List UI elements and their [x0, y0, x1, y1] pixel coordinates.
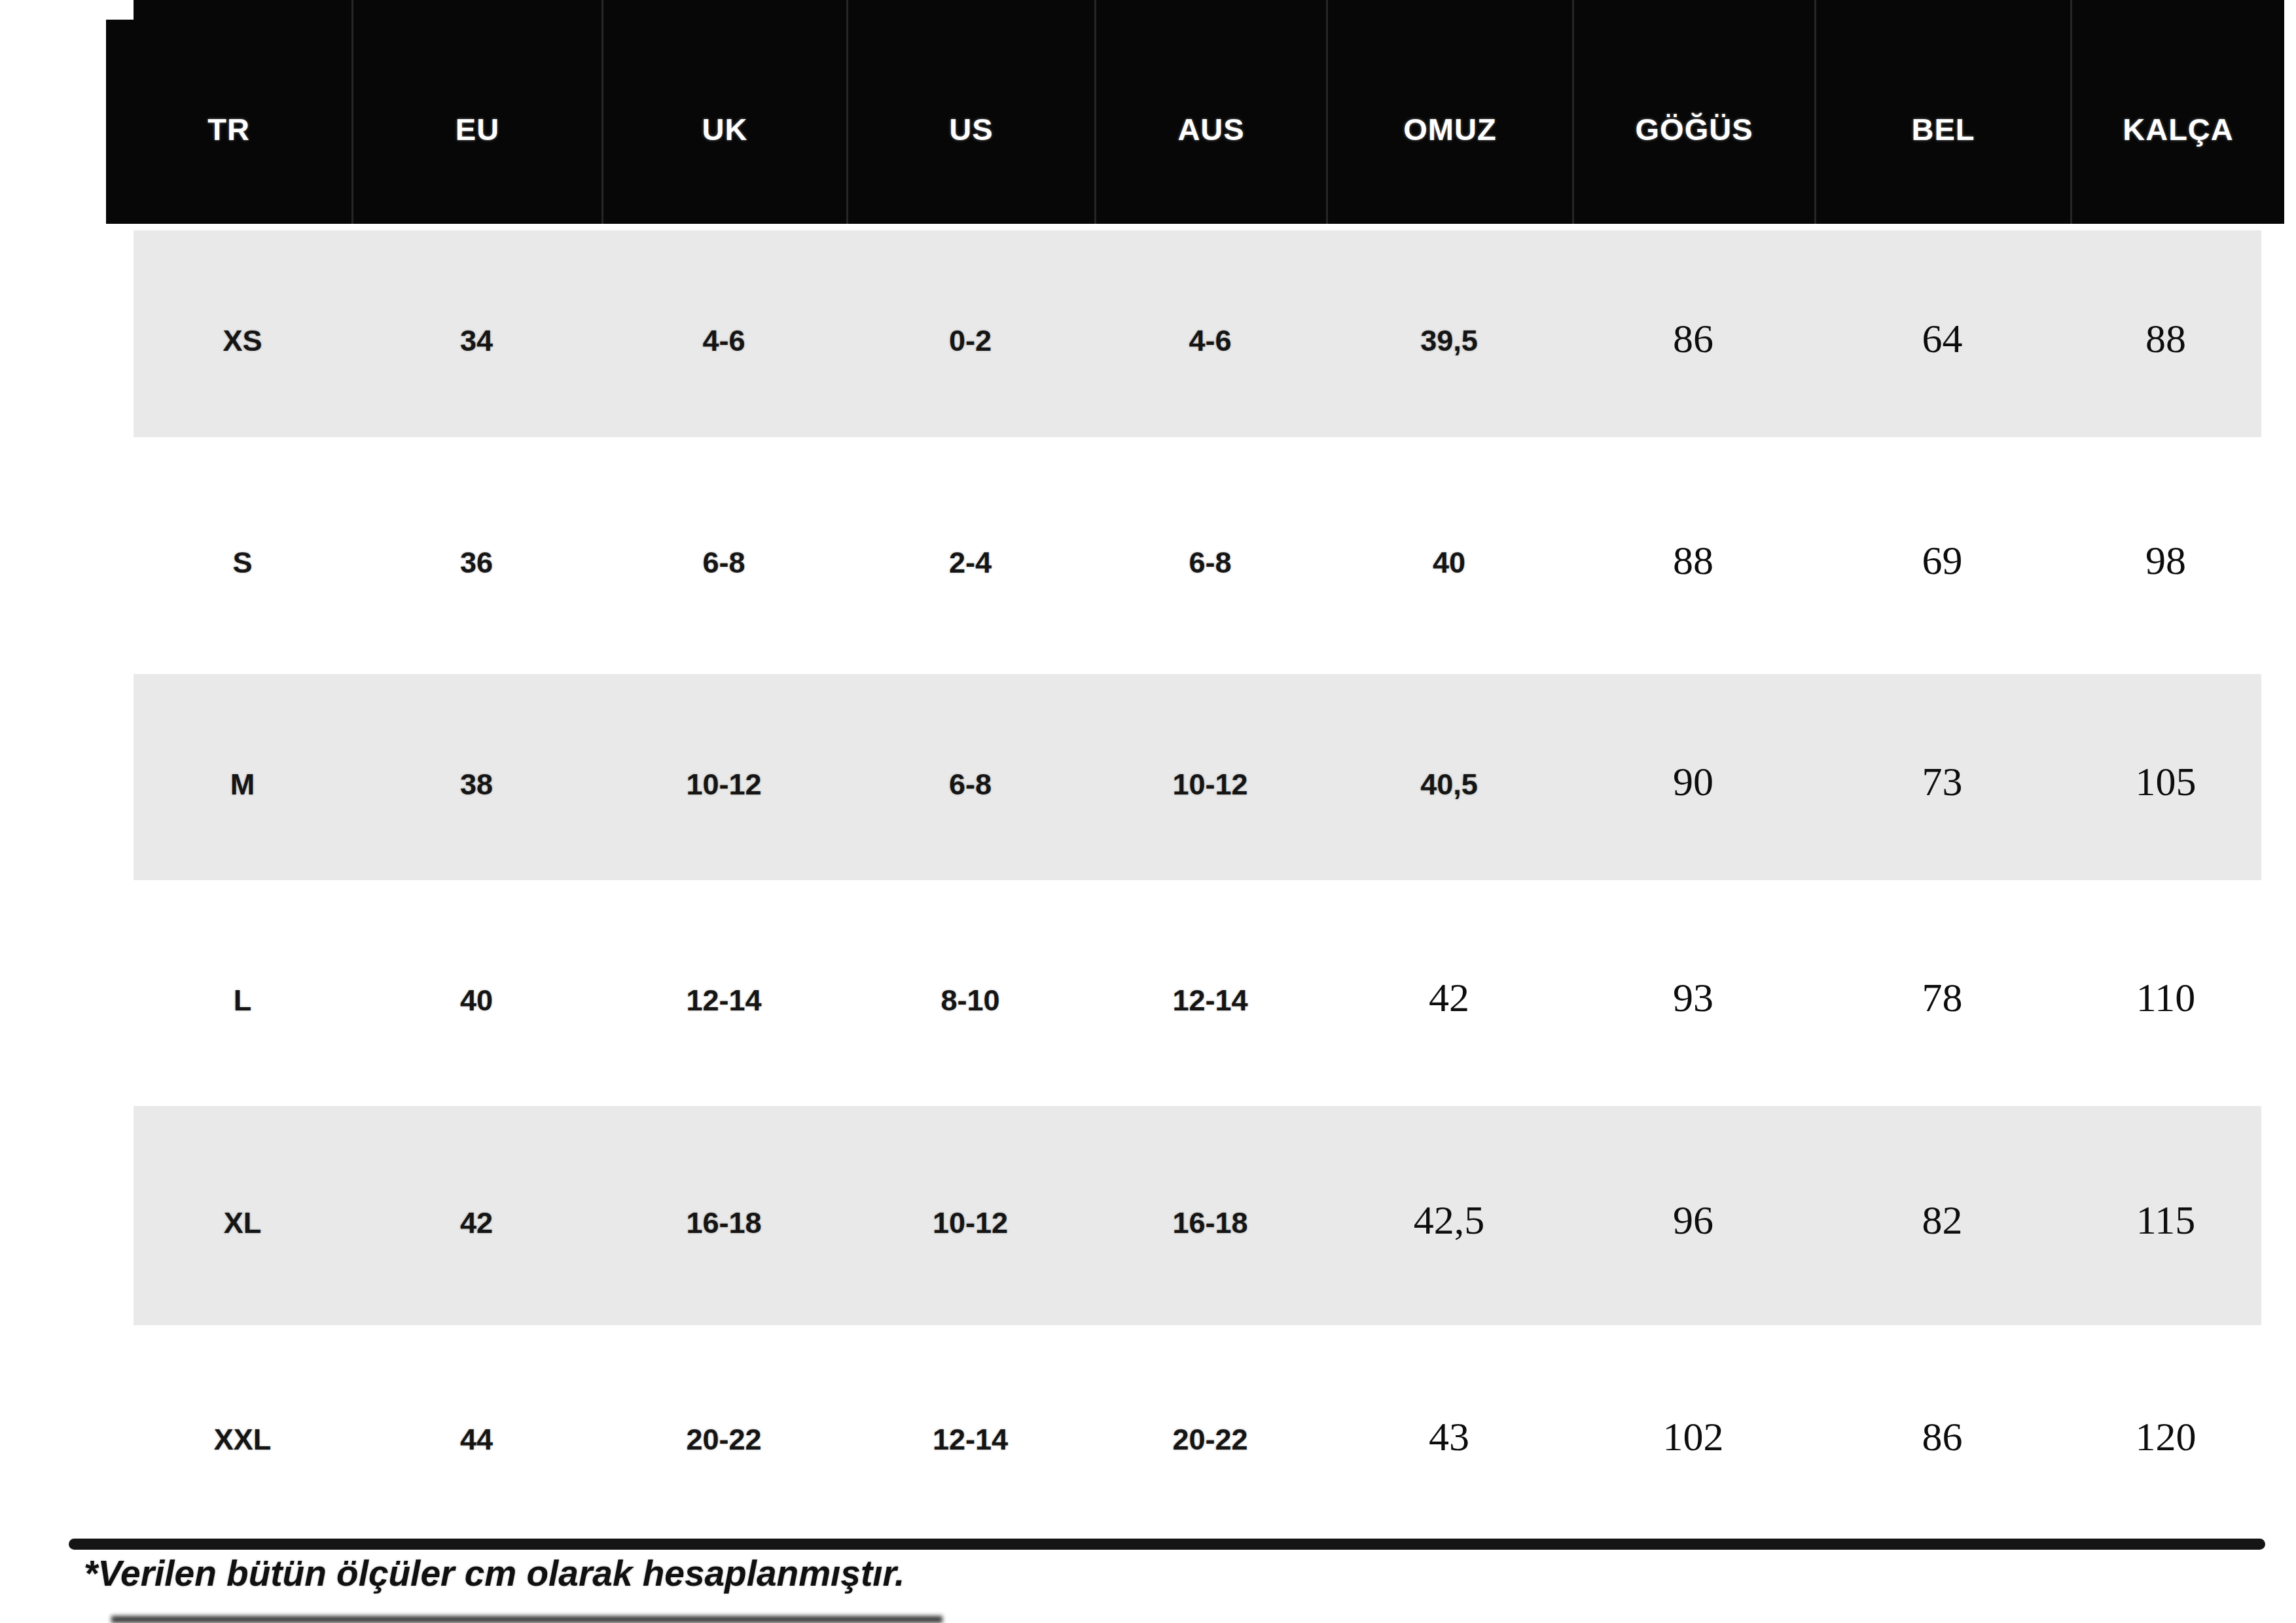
measurement-cell: 96	[1572, 1188, 1814, 1243]
measurement-cell: 90	[1572, 749, 1814, 805]
measurement-cell: 10-12	[1094, 753, 1326, 802]
measurement-cell: 8-10	[846, 969, 1094, 1018]
measurement-cell: 86	[1572, 306, 1814, 362]
table-row: XL4216-1810-1216-1842,59682115	[134, 1106, 2261, 1325]
table-row: L4012-148-1012-14429378110	[134, 880, 2261, 1106]
measurement-cell: 73	[1814, 749, 2070, 805]
measurement-cell: 98	[2070, 528, 2261, 584]
measurement-cell: 2-4	[846, 531, 1094, 580]
measurement-cell: 110	[2070, 965, 2261, 1021]
measurement-cell: 0-2	[846, 310, 1094, 358]
measurement-cell: 20-22	[601, 1408, 846, 1457]
header-cell: OMUZ	[1326, 0, 1572, 224]
measurement-cell: 6-8	[601, 531, 846, 580]
size-label-cell: XS	[134, 310, 351, 358]
measurement-cell: 4-6	[1094, 310, 1326, 358]
measurement-cell: 36	[351, 531, 601, 580]
measurement-cell: 105	[2070, 749, 2261, 805]
table-row: XXL4420-2212-1420-224310286120	[134, 1325, 2261, 1539]
table-row: M3810-126-810-1240,59073105	[134, 674, 2261, 880]
table-row: XS344-60-24-639,5866488	[134, 230, 2261, 437]
measurement-cell: 44	[351, 1408, 601, 1457]
header-cell: UK	[601, 0, 846, 224]
footnote-text: *Verilen bütün ölçüler cm olarak hesapla…	[84, 1552, 905, 1594]
measurement-cell: 120	[2070, 1404, 2261, 1460]
measurement-cell: 102	[1572, 1404, 1814, 1460]
header-cell: US	[846, 0, 1094, 224]
measurement-cell: 34	[351, 310, 601, 358]
size-label-cell: XXL	[134, 1408, 351, 1457]
measurement-cell: 6-8	[1094, 531, 1326, 580]
measurement-cell: 39,5	[1326, 310, 1572, 358]
size-label-cell: XL	[134, 1192, 351, 1240]
measurement-cell: 10-12	[846, 1192, 1094, 1240]
header-cell: KALÇA	[2070, 0, 2284, 224]
measurement-cell: 78	[1814, 965, 2070, 1021]
header-corner-notch	[106, 0, 134, 20]
measurement-cell: 12-14	[601, 969, 846, 1018]
measurement-cell: 82	[1814, 1188, 2070, 1243]
measurement-cell: 88	[2070, 306, 2261, 362]
measurement-cell: 10-12	[601, 753, 846, 802]
measurement-cell: 42	[351, 1192, 601, 1240]
size-chart-header-row: TREUUKUSAUSOMUZGÖĞÜSBELKALÇA	[106, 0, 2284, 224]
measurement-cell: 86	[1814, 1404, 2070, 1460]
measurement-cell: 40	[1326, 531, 1572, 580]
measurement-cell: 16-18	[1094, 1192, 1326, 1240]
measurement-cell: 12-14	[846, 1408, 1094, 1457]
measurement-cell: 38	[351, 753, 601, 802]
size-label-cell: M	[134, 753, 351, 802]
measurement-cell: 40,5	[1326, 753, 1572, 802]
size-label-cell: S	[134, 531, 351, 580]
measurement-cell: 69	[1814, 528, 2070, 584]
measurement-cell: 12-14	[1094, 969, 1326, 1018]
measurement-cell: 88	[1572, 528, 1814, 584]
header-cell: TR	[106, 0, 351, 224]
measurement-cell: 93	[1572, 965, 1814, 1021]
bottom-edge-artifact-bar	[111, 1616, 942, 1623]
measurement-cell: 42	[1326, 965, 1572, 1021]
measurement-cell: 4-6	[601, 310, 846, 358]
measurement-cell: 115	[2070, 1188, 2261, 1243]
size-label-cell: L	[134, 969, 351, 1018]
measurement-cell: 6-8	[846, 753, 1094, 802]
header-cell: GÖĞÜS	[1572, 0, 1814, 224]
measurement-cell: 40	[351, 969, 601, 1018]
header-cell: AUS	[1094, 0, 1326, 224]
measurement-cell: 43	[1326, 1404, 1572, 1460]
measurement-cell: 16-18	[601, 1192, 846, 1240]
table-bottom-rule	[69, 1539, 2265, 1550]
measurement-cell: 20-22	[1094, 1408, 1326, 1457]
measurement-cell: 42,5	[1326, 1188, 1572, 1243]
table-row: S366-82-46-840886998	[134, 437, 2261, 674]
header-cell: BEL	[1814, 0, 2070, 224]
header-cell: EU	[351, 0, 601, 224]
measurement-cell: 64	[1814, 306, 2070, 362]
